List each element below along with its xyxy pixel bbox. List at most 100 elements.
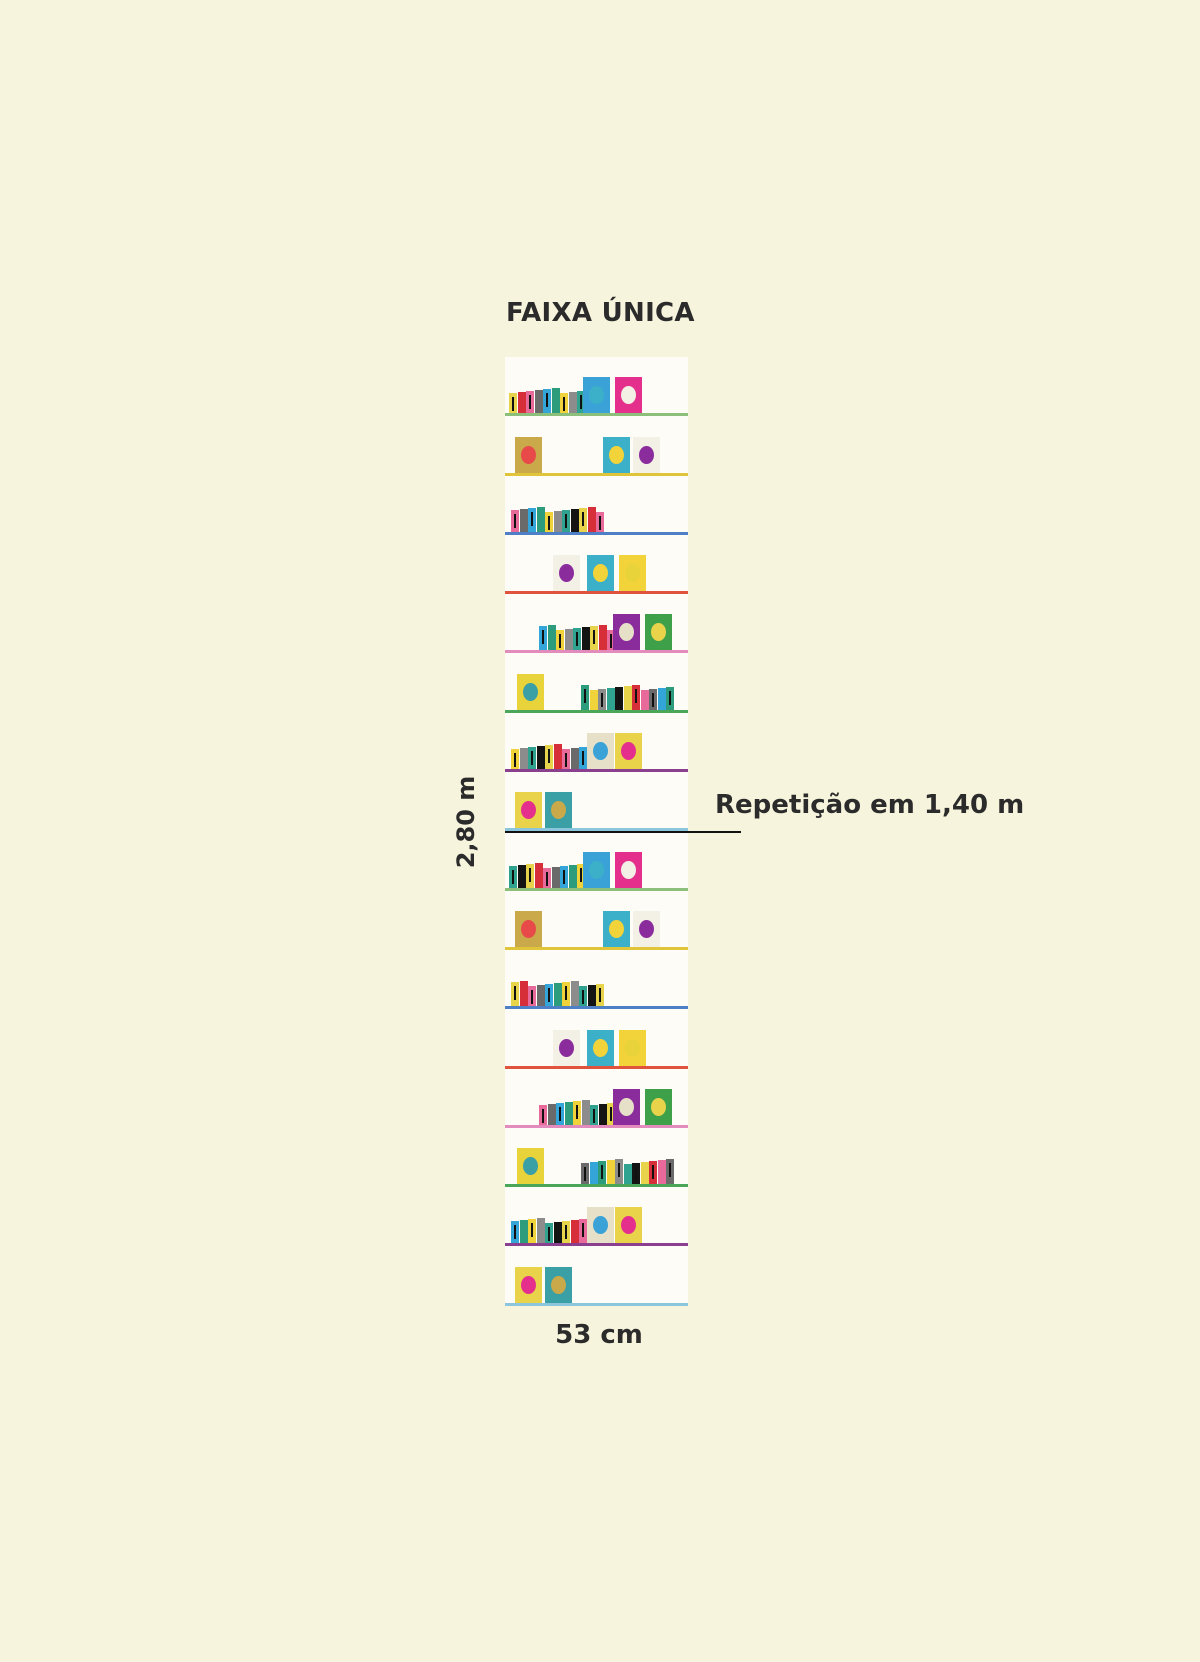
book-spine — [589, 1162, 598, 1185]
book-spine — [551, 388, 560, 414]
book-spine — [579, 1219, 587, 1244]
book-spine — [562, 1221, 570, 1244]
shelf-board — [505, 1243, 688, 1247]
book-spine — [570, 981, 579, 1007]
book-cover — [603, 436, 630, 473]
book-spine — [511, 982, 519, 1007]
shelf-board — [505, 1302, 688, 1306]
book-spine — [657, 687, 666, 710]
book-spine — [632, 1163, 640, 1185]
shelf-board — [505, 769, 688, 773]
book-spine — [579, 747, 587, 770]
book-spine — [598, 1161, 606, 1185]
book-cover — [615, 377, 642, 414]
book-spine — [564, 1101, 573, 1125]
book-spine — [623, 1164, 632, 1185]
height-dimension-label: 2,80 m — [452, 775, 480, 869]
book-spine — [598, 688, 606, 710]
book-spine — [545, 511, 553, 532]
shelf-board — [505, 709, 688, 713]
shelf — [505, 476, 688, 535]
book-spine — [543, 867, 551, 888]
book-spine — [528, 747, 536, 770]
book-cover — [633, 910, 660, 947]
shelf — [505, 1069, 688, 1128]
book-spine — [640, 1162, 649, 1185]
shelf — [505, 654, 688, 713]
book-spine — [553, 744, 562, 770]
book-cover — [553, 1029, 580, 1066]
book-spine — [596, 511, 604, 532]
shelf — [505, 416, 688, 476]
book-spine — [562, 749, 570, 770]
shelf — [505, 831, 688, 891]
book-spine — [568, 392, 577, 414]
book-cover — [613, 1088, 640, 1125]
book-spine — [581, 1163, 589, 1185]
book-spine — [573, 1100, 581, 1125]
book-spine — [570, 508, 579, 532]
page-title: FAIXA ÚNICA — [506, 298, 695, 328]
book-spine — [509, 393, 517, 414]
book-spine — [649, 688, 657, 710]
book-spine — [536, 746, 545, 770]
book-spine — [577, 863, 585, 888]
book-spine — [511, 1221, 519, 1244]
book-spine — [545, 1223, 553, 1244]
book-spine — [568, 864, 577, 888]
book-spine — [560, 865, 568, 888]
book-cover — [603, 910, 630, 947]
book-spine — [536, 985, 545, 1007]
book-spine — [547, 625, 556, 651]
book-cover — [515, 792, 542, 829]
book-spine — [528, 1219, 536, 1244]
book-spine — [519, 508, 528, 532]
book-spine — [517, 864, 526, 888]
book-spine — [587, 985, 596, 1007]
book-spine — [553, 1222, 562, 1244]
book-spine — [666, 1159, 674, 1185]
shelf-board — [505, 1065, 688, 1069]
shelf-board — [505, 828, 688, 832]
book-spine — [553, 510, 562, 532]
book-spine — [607, 1102, 615, 1125]
book-spine — [511, 749, 519, 770]
book-cover — [587, 733, 614, 770]
book-spine — [536, 506, 545, 532]
shelf-board — [505, 1006, 688, 1010]
book-cover — [515, 436, 542, 473]
shelf — [505, 713, 688, 773]
book-cover — [517, 1148, 544, 1185]
book-spine — [581, 1099, 590, 1125]
book-spine — [562, 982, 570, 1007]
book-cover — [545, 1266, 572, 1303]
book-spine — [590, 626, 598, 651]
shelf-board — [505, 1124, 688, 1128]
book-cover — [615, 851, 642, 888]
book-spine — [536, 1218, 545, 1244]
book-spine — [657, 1160, 666, 1185]
book-cover — [515, 910, 542, 947]
book-spine — [551, 866, 560, 888]
book-spine — [606, 1160, 615, 1185]
shelf — [505, 891, 688, 950]
book-spine — [545, 745, 553, 770]
shelf-board — [505, 1184, 688, 1188]
book-spine — [545, 984, 553, 1007]
shelf-board — [505, 413, 688, 417]
book-cover — [583, 851, 610, 888]
book-cover — [613, 614, 640, 651]
shelf-board — [505, 650, 688, 654]
shelf-board — [505, 946, 688, 950]
book-spine — [519, 981, 528, 1007]
book-spine — [564, 629, 573, 651]
shelf — [505, 535, 688, 595]
book-spine — [606, 687, 615, 710]
book-cover — [619, 1029, 646, 1066]
shelf-board — [505, 591, 688, 595]
book-spine — [547, 1103, 556, 1125]
repeat-label: Repetição em 1,40 m — [715, 790, 1025, 820]
book-spine — [587, 506, 596, 532]
shelf — [505, 1187, 688, 1247]
width-dimension-label: 53 cm — [555, 1320, 643, 1350]
